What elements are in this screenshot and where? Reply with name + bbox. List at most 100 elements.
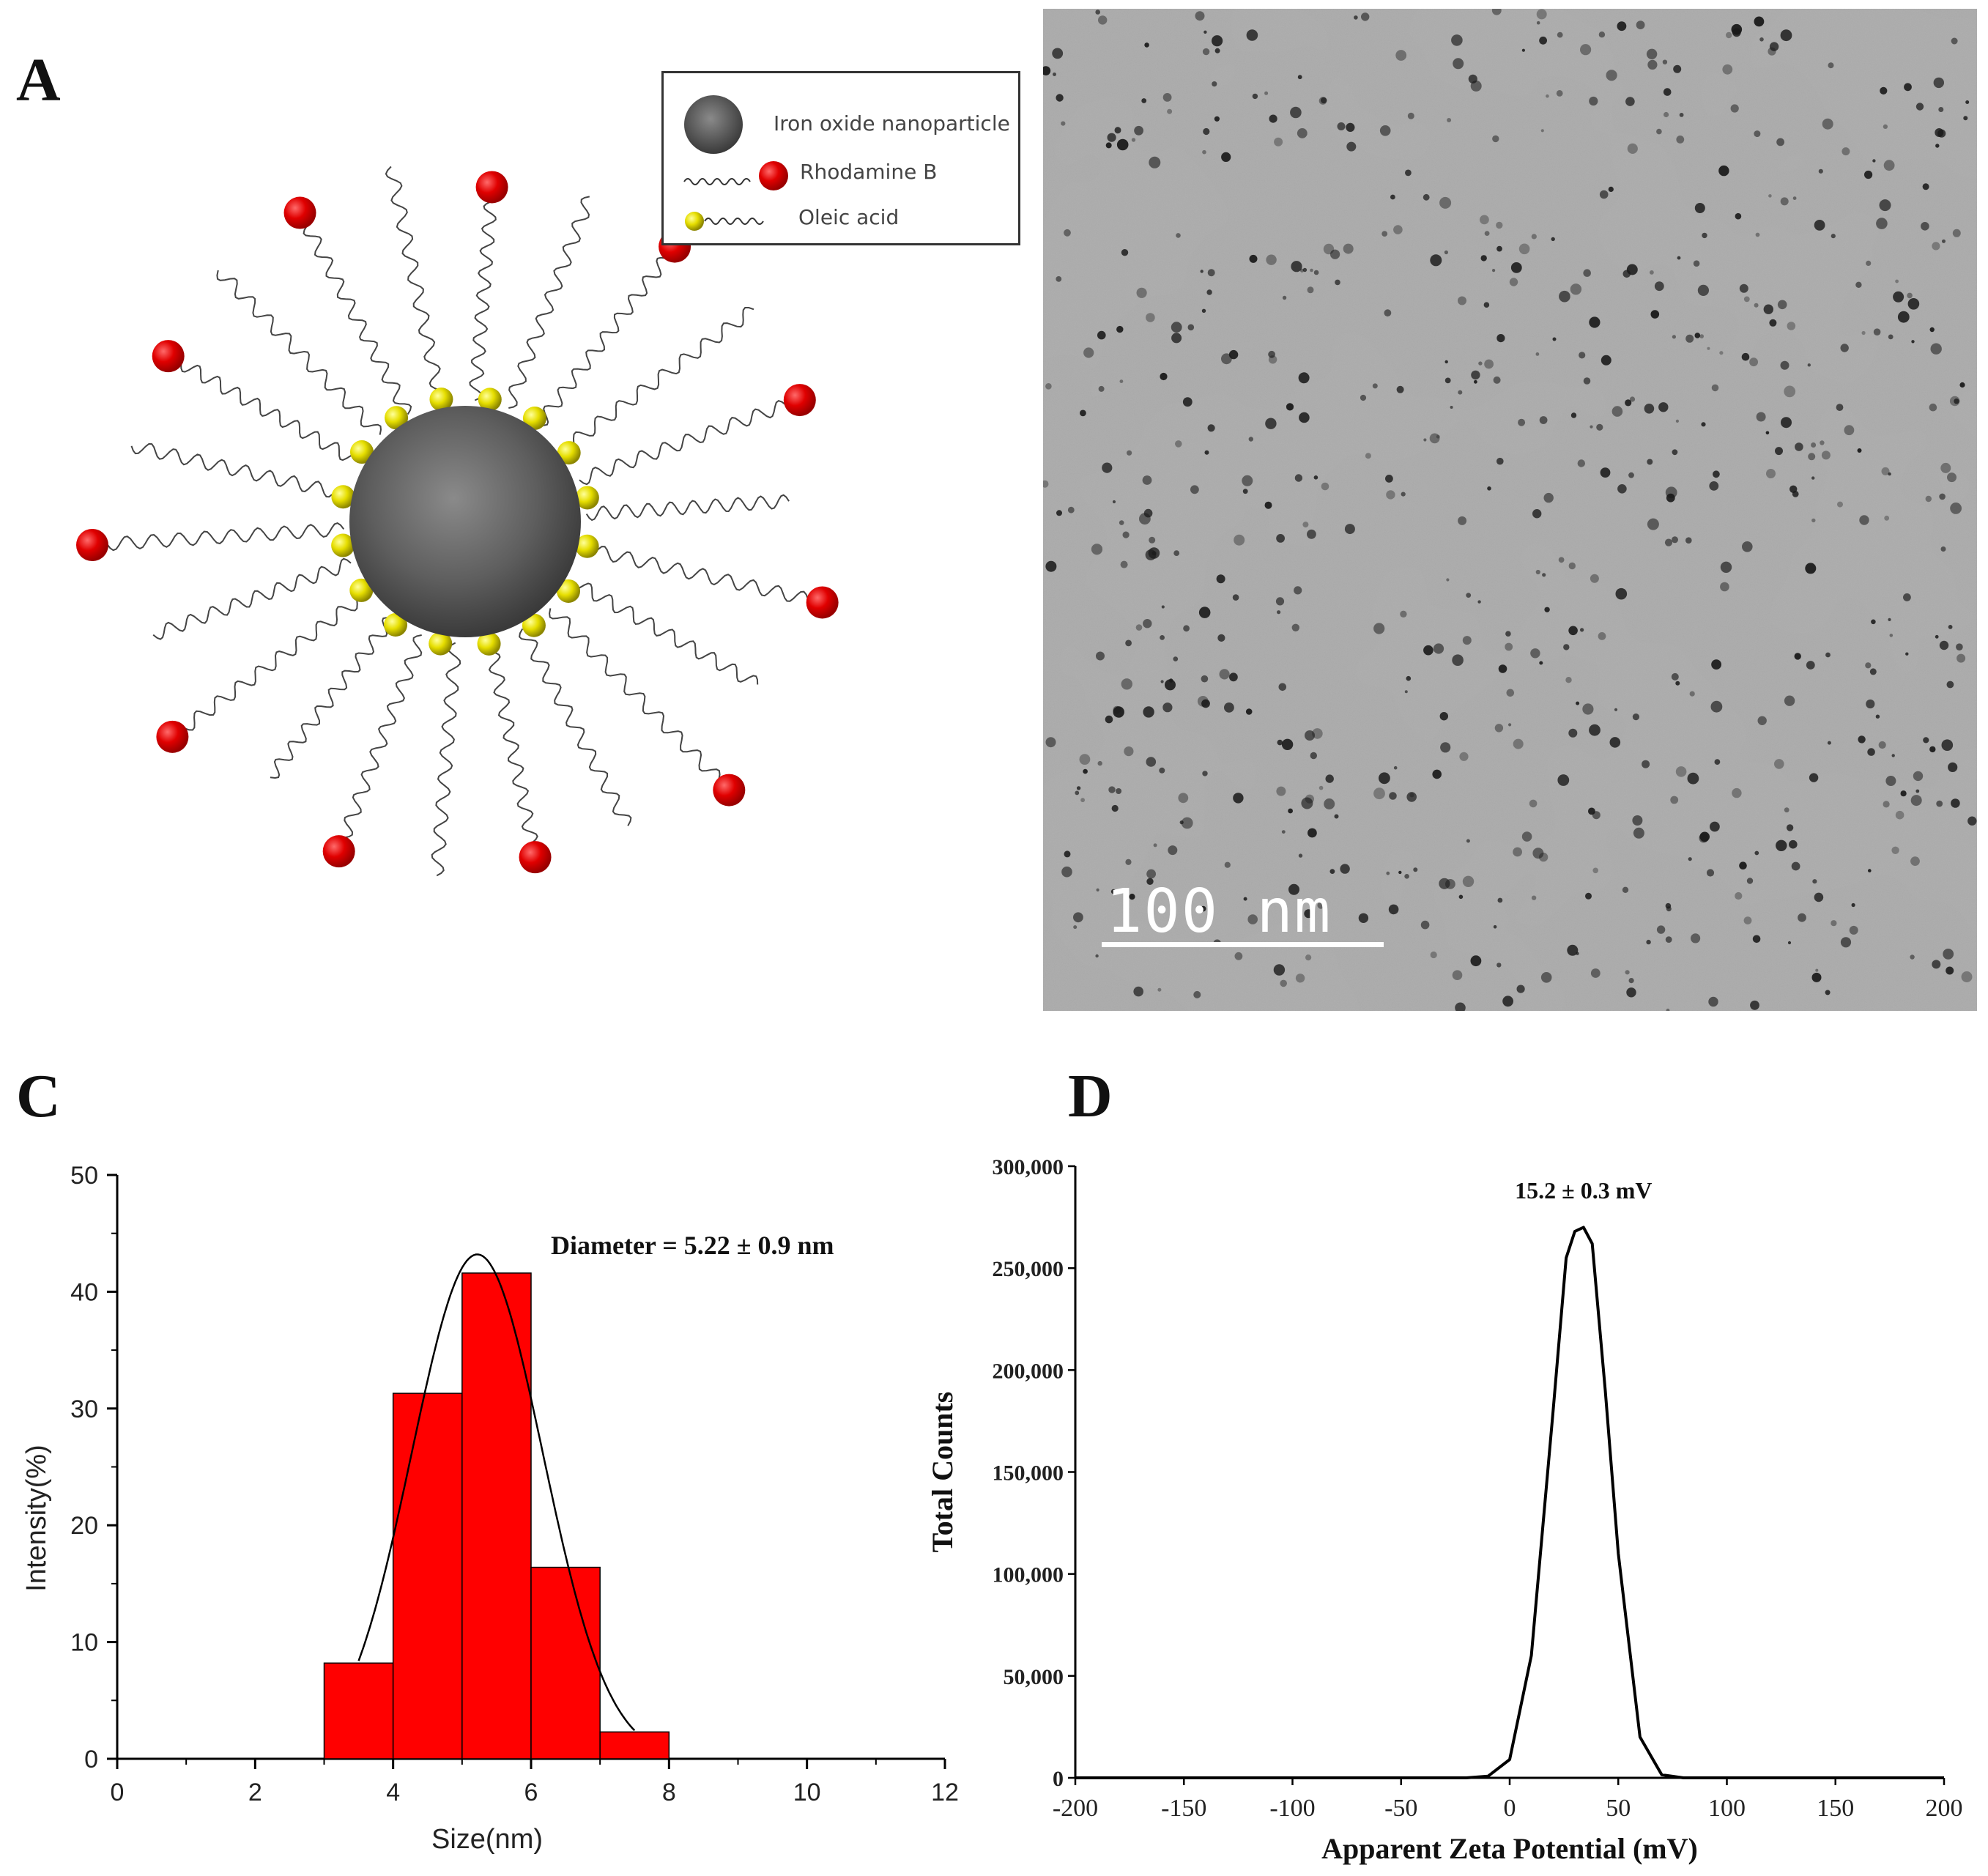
tem-particle bbox=[1557, 774, 1570, 786]
x-tick-label: 12 bbox=[931, 1779, 959, 1806]
rhodamine-head bbox=[519, 841, 552, 874]
tem-particle bbox=[1965, 100, 1970, 104]
tem-particle bbox=[1451, 34, 1463, 46]
tem-particle bbox=[1921, 222, 1929, 231]
tem-particle bbox=[1625, 97, 1635, 106]
tem-particle bbox=[1940, 462, 1951, 473]
tem-particle bbox=[1675, 419, 1679, 423]
tem-particle bbox=[1815, 968, 1819, 972]
tem-particle bbox=[1827, 741, 1831, 745]
tem-particle bbox=[1323, 243, 1335, 255]
tem-particle bbox=[1929, 327, 1935, 333]
tem-particle bbox=[1119, 520, 1124, 525]
tem-particle bbox=[1160, 680, 1164, 683]
y-tick-label: 0 bbox=[84, 1746, 98, 1773]
scale-bar bbox=[1102, 942, 1384, 947]
y-axis-label: Total Counts bbox=[926, 1392, 959, 1553]
y-tick-label: 100,000 bbox=[993, 1563, 1064, 1587]
tem-particle bbox=[1439, 196, 1452, 209]
oleic-acid-head bbox=[429, 388, 453, 412]
tem-particle bbox=[1297, 128, 1308, 138]
tem-particle bbox=[1626, 264, 1638, 275]
tem-particle bbox=[1149, 536, 1156, 544]
tem-particle bbox=[1202, 771, 1208, 776]
tem-particle bbox=[1828, 62, 1834, 69]
tem-particle bbox=[1859, 515, 1869, 525]
tem-particle bbox=[1343, 243, 1354, 254]
tem-particle bbox=[1672, 449, 1678, 456]
tem-particle bbox=[1688, 857, 1692, 861]
tem-particle bbox=[1866, 699, 1875, 709]
tem-particle bbox=[1780, 360, 1789, 370]
tem-particle bbox=[1650, 310, 1660, 319]
tem-particle bbox=[1178, 793, 1189, 804]
tem-particle bbox=[1787, 941, 1792, 945]
tem-particle bbox=[1294, 586, 1302, 595]
tem-particle bbox=[1080, 409, 1086, 417]
tem-particle bbox=[1531, 895, 1537, 900]
tem-particle bbox=[1474, 379, 1477, 384]
tem-particle bbox=[1344, 524, 1355, 535]
tem-particle bbox=[1915, 103, 1924, 111]
tem-particle bbox=[1536, 21, 1540, 25]
tem-particle bbox=[1045, 737, 1056, 748]
tem-particle bbox=[1521, 48, 1525, 52]
tem-particle bbox=[1390, 194, 1395, 200]
tem-particle bbox=[1234, 952, 1243, 960]
tem-particle bbox=[1450, 406, 1453, 409]
tem-particle bbox=[1513, 847, 1522, 857]
tem-particle bbox=[1413, 867, 1418, 872]
tem-particle bbox=[1939, 493, 1946, 500]
tem-particle bbox=[1480, 215, 1489, 225]
tem-particle bbox=[1923, 737, 1929, 744]
tem-particle bbox=[1317, 902, 1324, 909]
tem-particle bbox=[1893, 291, 1904, 303]
tem-particle bbox=[1080, 798, 1085, 803]
tem-particle bbox=[1935, 144, 1940, 148]
tem-particle bbox=[1052, 48, 1064, 59]
tem-particle bbox=[1110, 889, 1116, 894]
ligand-chain bbox=[385, 166, 447, 404]
tem-particle bbox=[1308, 828, 1317, 838]
tem-particle bbox=[1865, 662, 1872, 669]
tem-particle bbox=[1866, 260, 1872, 266]
tem-particle bbox=[1672, 335, 1676, 339]
tem-particle bbox=[1313, 475, 1318, 480]
tem-particle bbox=[1628, 472, 1634, 478]
tem-particle bbox=[1298, 853, 1303, 858]
tem-particle bbox=[1097, 330, 1106, 340]
tem-particle bbox=[1883, 801, 1890, 808]
tem-particle bbox=[1294, 474, 1303, 482]
tem-particle bbox=[1794, 653, 1801, 660]
tem-particle bbox=[1143, 706, 1154, 718]
tem-particle bbox=[1468, 74, 1477, 84]
tem-particle bbox=[1699, 334, 1704, 338]
tem-particle bbox=[1685, 334, 1694, 343]
tem-particle bbox=[1379, 772, 1390, 785]
tem-particle bbox=[1146, 313, 1155, 322]
x-tick-label: 10 bbox=[793, 1779, 821, 1806]
tem-particle bbox=[1739, 283, 1748, 293]
gaussian-fit-curve bbox=[357, 1253, 636, 1732]
tem-particle bbox=[1136, 287, 1147, 298]
tem-particle bbox=[1061, 121, 1066, 126]
schematic-legend: Iron oxide nanoparticle Rhodamine B Olei… bbox=[661, 71, 1020, 245]
legend-oleic-icon bbox=[685, 212, 704, 231]
tem-particle bbox=[1957, 653, 1966, 663]
tem-particle bbox=[1458, 516, 1467, 525]
tem-particle bbox=[1795, 442, 1803, 451]
tem-particle bbox=[1707, 346, 1710, 350]
tem-particle bbox=[1404, 690, 1408, 694]
tem-particle bbox=[1458, 296, 1466, 305]
tem-particle bbox=[1181, 817, 1193, 829]
tem-particle bbox=[1242, 475, 1253, 486]
tem-particle bbox=[1932, 960, 1941, 969]
tem-particle bbox=[1477, 600, 1481, 604]
diameter-annotation: Diameter = 5.22 ± 0.9 nm bbox=[551, 1231, 834, 1260]
tem-particle bbox=[1470, 955, 1482, 967]
tem-particle bbox=[1453, 58, 1464, 70]
tem-particle bbox=[1097, 760, 1102, 766]
tem-particle bbox=[1302, 267, 1308, 272]
y-tick-label: 30 bbox=[70, 1395, 98, 1423]
tem-particle bbox=[1098, 15, 1108, 25]
